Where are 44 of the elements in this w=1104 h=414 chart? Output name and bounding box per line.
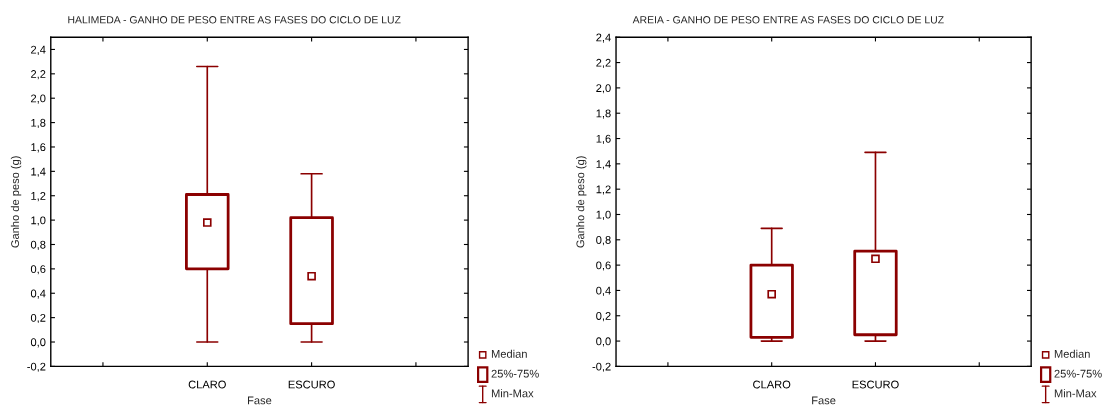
y-tick-label: 0,6	[30, 265, 46, 275]
text: 25%-75%	[491, 369, 539, 378]
x-tick-label: CLARO	[188, 380, 226, 389]
x-tick-label: ESCURO	[852, 380, 899, 389]
y-tick-label: 1,8	[31, 118, 46, 129]
y-tick-label: 0,6	[596, 261, 611, 271]
y-tick-label: 0,0	[596, 337, 611, 347]
x-tick-label: CLARO	[753, 380, 791, 389]
text: Min-Max	[1054, 389, 1097, 398]
y-tick-label: 1,2	[31, 192, 46, 202]
y-tick-label: -0,2	[592, 362, 611, 372]
y-tick-label: 1,0	[596, 210, 611, 220]
text: Median	[491, 349, 527, 358]
y-tick-label: 0,8	[596, 236, 611, 246]
y-tick-label: 0,2	[596, 312, 611, 322]
x-axis-title: Fase	[812, 396, 836, 405]
y-tick-label: 2,0	[596, 84, 611, 94]
y-axis-title: Ganho de peso (g)	[10, 156, 22, 248]
y-axis-title: Ganho de peso (g)	[576, 156, 587, 248]
chart-title: HALIMEDA - GANHO DE PESO ENTRE AS FASES DO CICLO DE LUZ	[68, 16, 401, 24]
x-axis-title: Fase	[248, 396, 272, 405]
y-tick-label: 2,0	[31, 94, 46, 104]
y-tick-label: 0,2	[30, 313, 46, 324]
x-tick-label: ESCURO	[288, 380, 335, 389]
y-tick-label: 2,2	[596, 58, 611, 69]
y-tick-label: 0,4	[596, 286, 611, 296]
y-tick-label: 1,8	[596, 109, 611, 119]
y-tick-label: 1,6	[31, 143, 46, 153]
y-tick-label: 1,2	[596, 185, 611, 195]
y-tick-label: 1,6	[596, 134, 611, 144]
y-tick-label: 0,0	[30, 338, 46, 348]
text: Median	[1054, 349, 1090, 358]
y-tick-label: 0,4	[30, 289, 46, 299]
y-tick-label: 1,4	[596, 160, 611, 170]
y-tick-label: -0,2	[27, 362, 46, 372]
y-tick-label: 1,4	[31, 167, 46, 177]
y-tick-label: 0,8	[30, 240, 46, 250]
chart-title: AREIA - GANHO DE PESO ENTRE AS FASES DO CICLO DE LUZ	[632, 16, 944, 24]
y-tick-label: 2,4	[31, 45, 46, 55]
y-tick-label: 2,4	[596, 33, 611, 43]
y-tick-label: 2,2	[31, 70, 46, 80]
text: Min-Max	[491, 389, 534, 398]
y-tick-label: 1,0	[31, 216, 46, 226]
text: 25%-75%	[1054, 369, 1102, 378]
